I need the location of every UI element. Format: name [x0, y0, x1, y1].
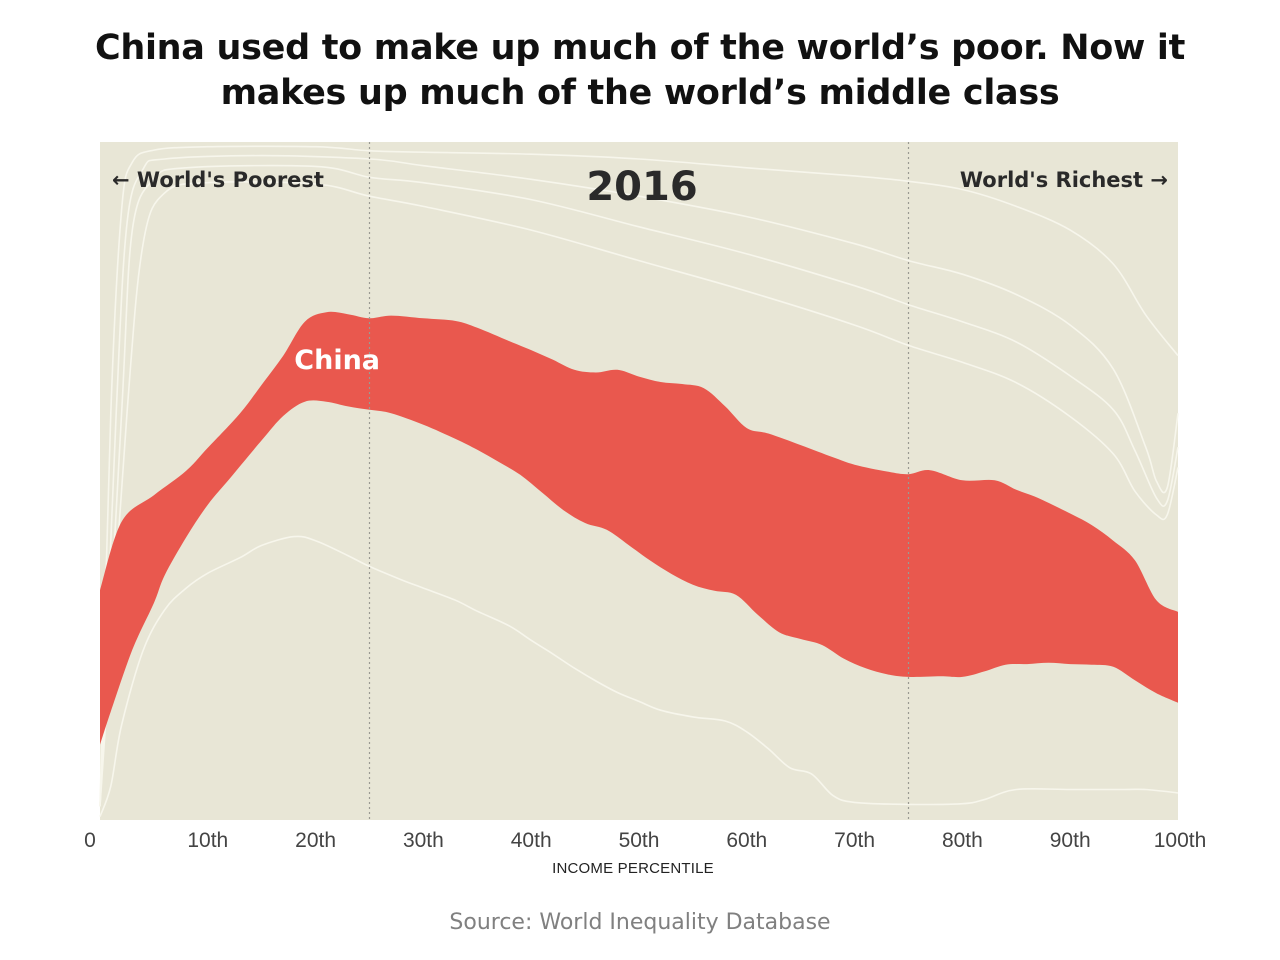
percentile-dividers [368, 142, 910, 820]
chart-title-line-2: makes up much of the world’s middle clas… [220, 73, 1060, 113]
china-area [100, 311, 1178, 745]
x-tick-label: 50th [619, 829, 660, 852]
contour-lines [99, 145, 1179, 817]
x-tick-label: 30th [403, 829, 444, 852]
x-tick-label: 90th [1050, 829, 1091, 852]
x-axis-ticks: 0 10th 20th 30th 40th 50th 60th 70th 80th 90th 100… [84, 829, 1206, 852]
chart-title-line-1: China used to make up much of the world’… [94, 28, 1186, 68]
worlds-poorest-label: ← World's Poorest [112, 168, 324, 192]
x-tick-label: 10th [187, 829, 228, 852]
china-label: China [294, 345, 380, 376]
upper-contour-4 [99, 181, 1179, 807]
year-label: 2016 [586, 164, 697, 210]
upper-contour-3 [99, 164, 1179, 807]
x-tick-label: 100th [1154, 829, 1207, 852]
upper-contour-1 [99, 145, 1179, 807]
x-tick-label: 80th [942, 829, 983, 852]
lower-contour [99, 535, 1179, 817]
x-axis-title: INCOME PERCENTILE [552, 860, 714, 877]
upper-contour-2 [99, 154, 1179, 807]
worlds-richest-label: World's Richest → [960, 168, 1168, 192]
source-note: Source: World Inequality Database [449, 910, 831, 935]
income-distribution-chart: ← World's Poorest World's Richest → 2016… [84, 142, 1206, 877]
x-tick-label: 0 [84, 829, 96, 852]
x-tick-label: 20th [295, 829, 336, 852]
chart-title-block: China used to make up much of the world’… [0, 26, 1280, 116]
x-tick-label: 70th [834, 829, 875, 852]
x-tick-label: 40th [511, 829, 552, 852]
x-tick-label: 60th [726, 829, 767, 852]
